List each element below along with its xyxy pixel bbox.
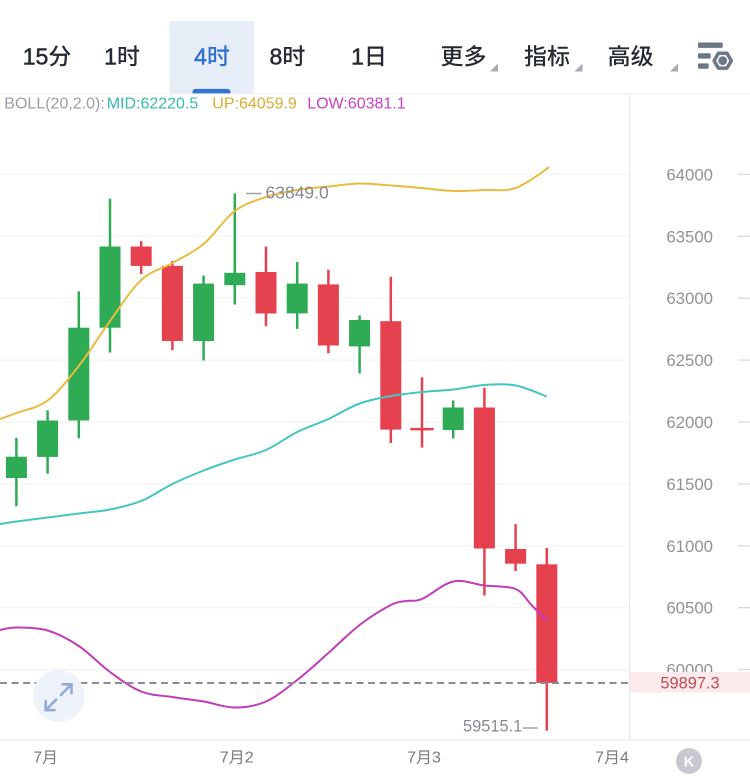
svg-text:BOLL(20,2.0):: BOLL(20,2.0): (4, 96, 105, 113)
svg-text:62000: 62000 (666, 413, 713, 432)
svg-text:7: 7 (220, 750, 229, 767)
svg-text:4: 4 (620, 750, 629, 767)
svg-text:2: 2 (245, 750, 254, 767)
svg-text:59897.3: 59897.3 (660, 675, 719, 693)
svg-text:61500: 61500 (666, 475, 713, 494)
svg-text:63500: 63500 (666, 227, 713, 246)
svg-text:15: 15 (23, 44, 49, 70)
svg-text:8: 8 (270, 44, 283, 70)
svg-text:64000: 64000 (666, 165, 713, 184)
svg-text:60500: 60500 (666, 599, 713, 618)
svg-text:7: 7 (407, 750, 416, 767)
svg-text:7: 7 (595, 750, 604, 767)
svg-text:3: 3 (432, 750, 441, 767)
svg-text:1: 1 (351, 44, 364, 70)
svg-text:4: 4 (194, 44, 207, 70)
svg-text:7: 7 (33, 750, 42, 767)
svg-text:MID:62220.5: MID:62220.5 (107, 96, 199, 113)
svg-text:K: K (684, 755, 695, 771)
svg-text:63849.0: 63849.0 (266, 183, 330, 203)
svg-text:63000: 63000 (666, 289, 713, 308)
svg-text:62500: 62500 (666, 351, 713, 370)
svg-text:LOW:60381.1: LOW:60381.1 (307, 96, 406, 113)
svg-text:59515.1: 59515.1 (463, 718, 522, 736)
svg-text:UP:64059.9: UP:64059.9 (212, 96, 297, 113)
svg-text:61000: 61000 (666, 537, 713, 556)
svg-text:1: 1 (104, 44, 117, 70)
